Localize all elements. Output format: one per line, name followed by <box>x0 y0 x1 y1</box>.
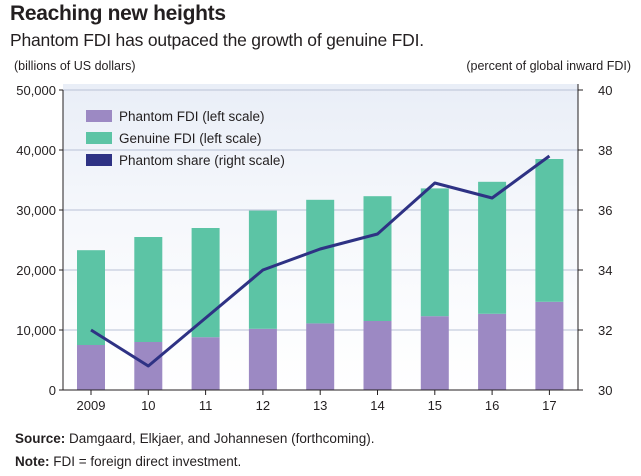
bar-genuine <box>191 228 220 338</box>
note-text: FDI = foreign direct investment. <box>53 454 242 469</box>
left-axis-unit: (billions of US dollars) <box>14 59 136 73</box>
footnote: Note: FDI = foreign direct investment. <box>15 454 241 469</box>
bar-genuine <box>134 237 163 342</box>
source-label: Source: <box>15 431 66 446</box>
phantom-share-line <box>90 154 551 368</box>
right-tick-label: 34 <box>598 263 612 278</box>
source-text: Damgaard, Elkjaer, and Johannesen (forth… <box>69 431 375 446</box>
right-axis-ticks: 30 32 34 36 38 40 <box>578 83 612 398</box>
bar-phantom <box>478 313 507 390</box>
bar-phantom <box>306 323 335 390</box>
x-tick-label: 2009 <box>77 398 106 413</box>
x-tick-label: 12 <box>256 398 270 413</box>
legend-label-phantom: Phantom FDI (left scale) <box>119 109 265 124</box>
bar-genuine <box>77 250 105 345</box>
right-tick-label: 36 <box>598 203 612 218</box>
bar-phantom <box>248 328 277 390</box>
bar-phantom <box>363 321 392 390</box>
right-axis-unit: (percent of global inward FDI) <box>466 59 631 73</box>
chart-subtitle: Phantom FDI has outpaced the growth of g… <box>10 30 424 50</box>
x-tick-label: 10 <box>141 398 155 413</box>
x-axis-labels: 2009 10 11 12 13 14 15 16 17 <box>77 390 557 413</box>
right-tick-label: 30 <box>598 383 612 398</box>
x-tick-label: 13 <box>313 398 327 413</box>
right-tick-label: 32 <box>598 323 612 338</box>
legend-label-share: Phantom share (right scale) <box>119 153 285 168</box>
left-axis-ticks: 0 10,000 20,000 30,000 40,000 50,000 <box>16 83 63 398</box>
source-note: Source: Damgaard, Elkjaer, and Johannese… <box>15 431 374 446</box>
legend-swatch-share <box>86 154 112 166</box>
x-tick-label: 16 <box>485 398 499 413</box>
bar-genuine <box>363 196 392 321</box>
right-tick-label: 40 <box>598 83 612 98</box>
bar-genuine <box>478 181 507 314</box>
legend: Phantom FDI (left scale) Genuine FDI (le… <box>86 109 285 168</box>
x-tick-label: 17 <box>542 398 556 413</box>
chart-title: Reaching new heights <box>10 2 226 25</box>
bars <box>77 159 564 390</box>
left-tick-label: 50,000 <box>16 83 56 98</box>
left-tick-label: 10,000 <box>16 323 56 338</box>
legend-swatch-genuine <box>86 132 112 144</box>
bar-phantom <box>420 316 449 390</box>
bar-genuine <box>306 199 335 324</box>
bar-phantom <box>535 301 564 390</box>
right-tick-label: 38 <box>598 143 612 158</box>
x-tick-label: 11 <box>199 398 213 413</box>
left-tick-label: 30,000 <box>16 203 56 218</box>
bar-genuine <box>420 188 449 317</box>
bar-genuine <box>535 159 564 302</box>
chart-svg: 0 10,000 20,000 30,000 40,000 50,000 30 32 34 36… <box>16 83 612 413</box>
bar-phantom <box>77 345 105 390</box>
x-tick-label: 14 <box>370 398 384 413</box>
left-tick-label: 20,000 <box>16 263 56 278</box>
left-tick-label: 0 <box>49 383 56 398</box>
bar-phantom <box>191 337 220 390</box>
note-label: Note: <box>15 454 50 469</box>
left-tick-label: 40,000 <box>16 143 56 158</box>
legend-label-genuine: Genuine FDI (left scale) <box>119 131 262 146</box>
x-tick-label: 15 <box>428 398 442 413</box>
legend-swatch-phantom <box>86 110 112 122</box>
